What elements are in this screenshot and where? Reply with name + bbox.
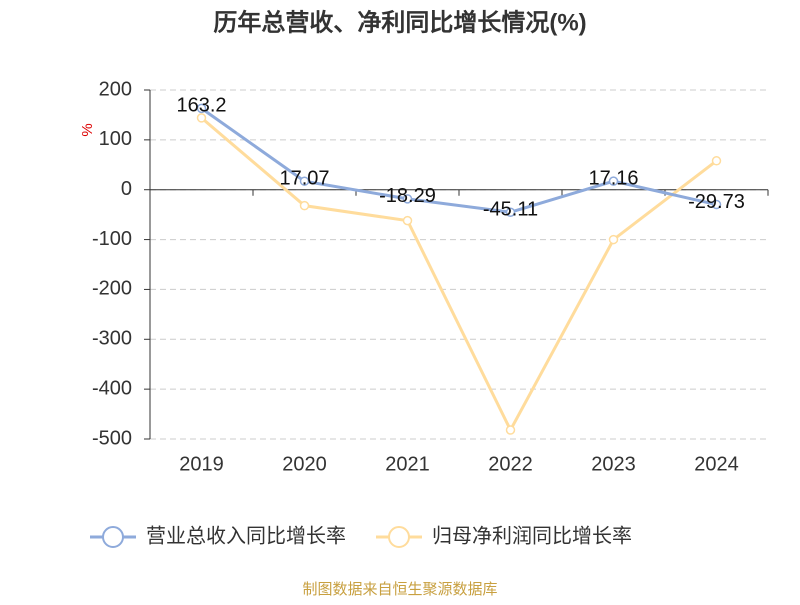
data-label: 17.16 (588, 167, 638, 189)
source-note: 制图数据来自恒生聚源数据库 (302, 581, 497, 598)
legend-marker (102, 526, 124, 548)
x-tick-label: 2023 (591, 453, 636, 475)
x-tick-label: 2024 (694, 453, 739, 475)
x-tick-label: 2019 (179, 453, 224, 475)
legend-marker (388, 526, 410, 548)
x-tick-label: 2021 (385, 453, 430, 475)
data-point (505, 207, 516, 217)
data-point (299, 176, 310, 186)
data-label: -18.29 (379, 185, 436, 207)
x-tick-label: 2022 (488, 453, 533, 475)
data-label: -45.11 (483, 198, 538, 220)
series-line (200, 116, 718, 434)
data-label: 17.07 (279, 167, 329, 189)
data-point (711, 199, 722, 210)
series-line (200, 107, 717, 214)
data-point (608, 234, 619, 245)
x-tick-label: 2020 (282, 453, 327, 475)
data-point (196, 103, 207, 114)
y-tick-label: 100 (99, 128, 132, 150)
data-point (402, 215, 413, 226)
legend-label: 营业总收入同比增长率 (146, 524, 346, 547)
y-tick-label: -500 (92, 427, 132, 449)
data-label: 163.2 (176, 95, 226, 117)
chart-title: 历年总营收、净利同比增长情况(%) (213, 8, 586, 36)
data-point (505, 425, 516, 435)
data-point (711, 156, 722, 166)
data-point (196, 113, 207, 123)
y-axis-label: % (79, 123, 96, 136)
data-label: -29.73 (688, 191, 745, 213)
data-point (402, 194, 413, 204)
y-tick-label: -200 (92, 278, 132, 300)
y-tick-label: 200 (99, 78, 132, 100)
y-tick-label: -100 (92, 228, 132, 250)
data-point (608, 176, 619, 186)
legend-label: 归母净利润同比增长率 (432, 524, 632, 547)
y-tick-label: -400 (92, 377, 132, 399)
data-point (299, 200, 310, 211)
y-tick-label: 0 (121, 178, 132, 200)
y-tick-label: -300 (92, 328, 132, 350)
